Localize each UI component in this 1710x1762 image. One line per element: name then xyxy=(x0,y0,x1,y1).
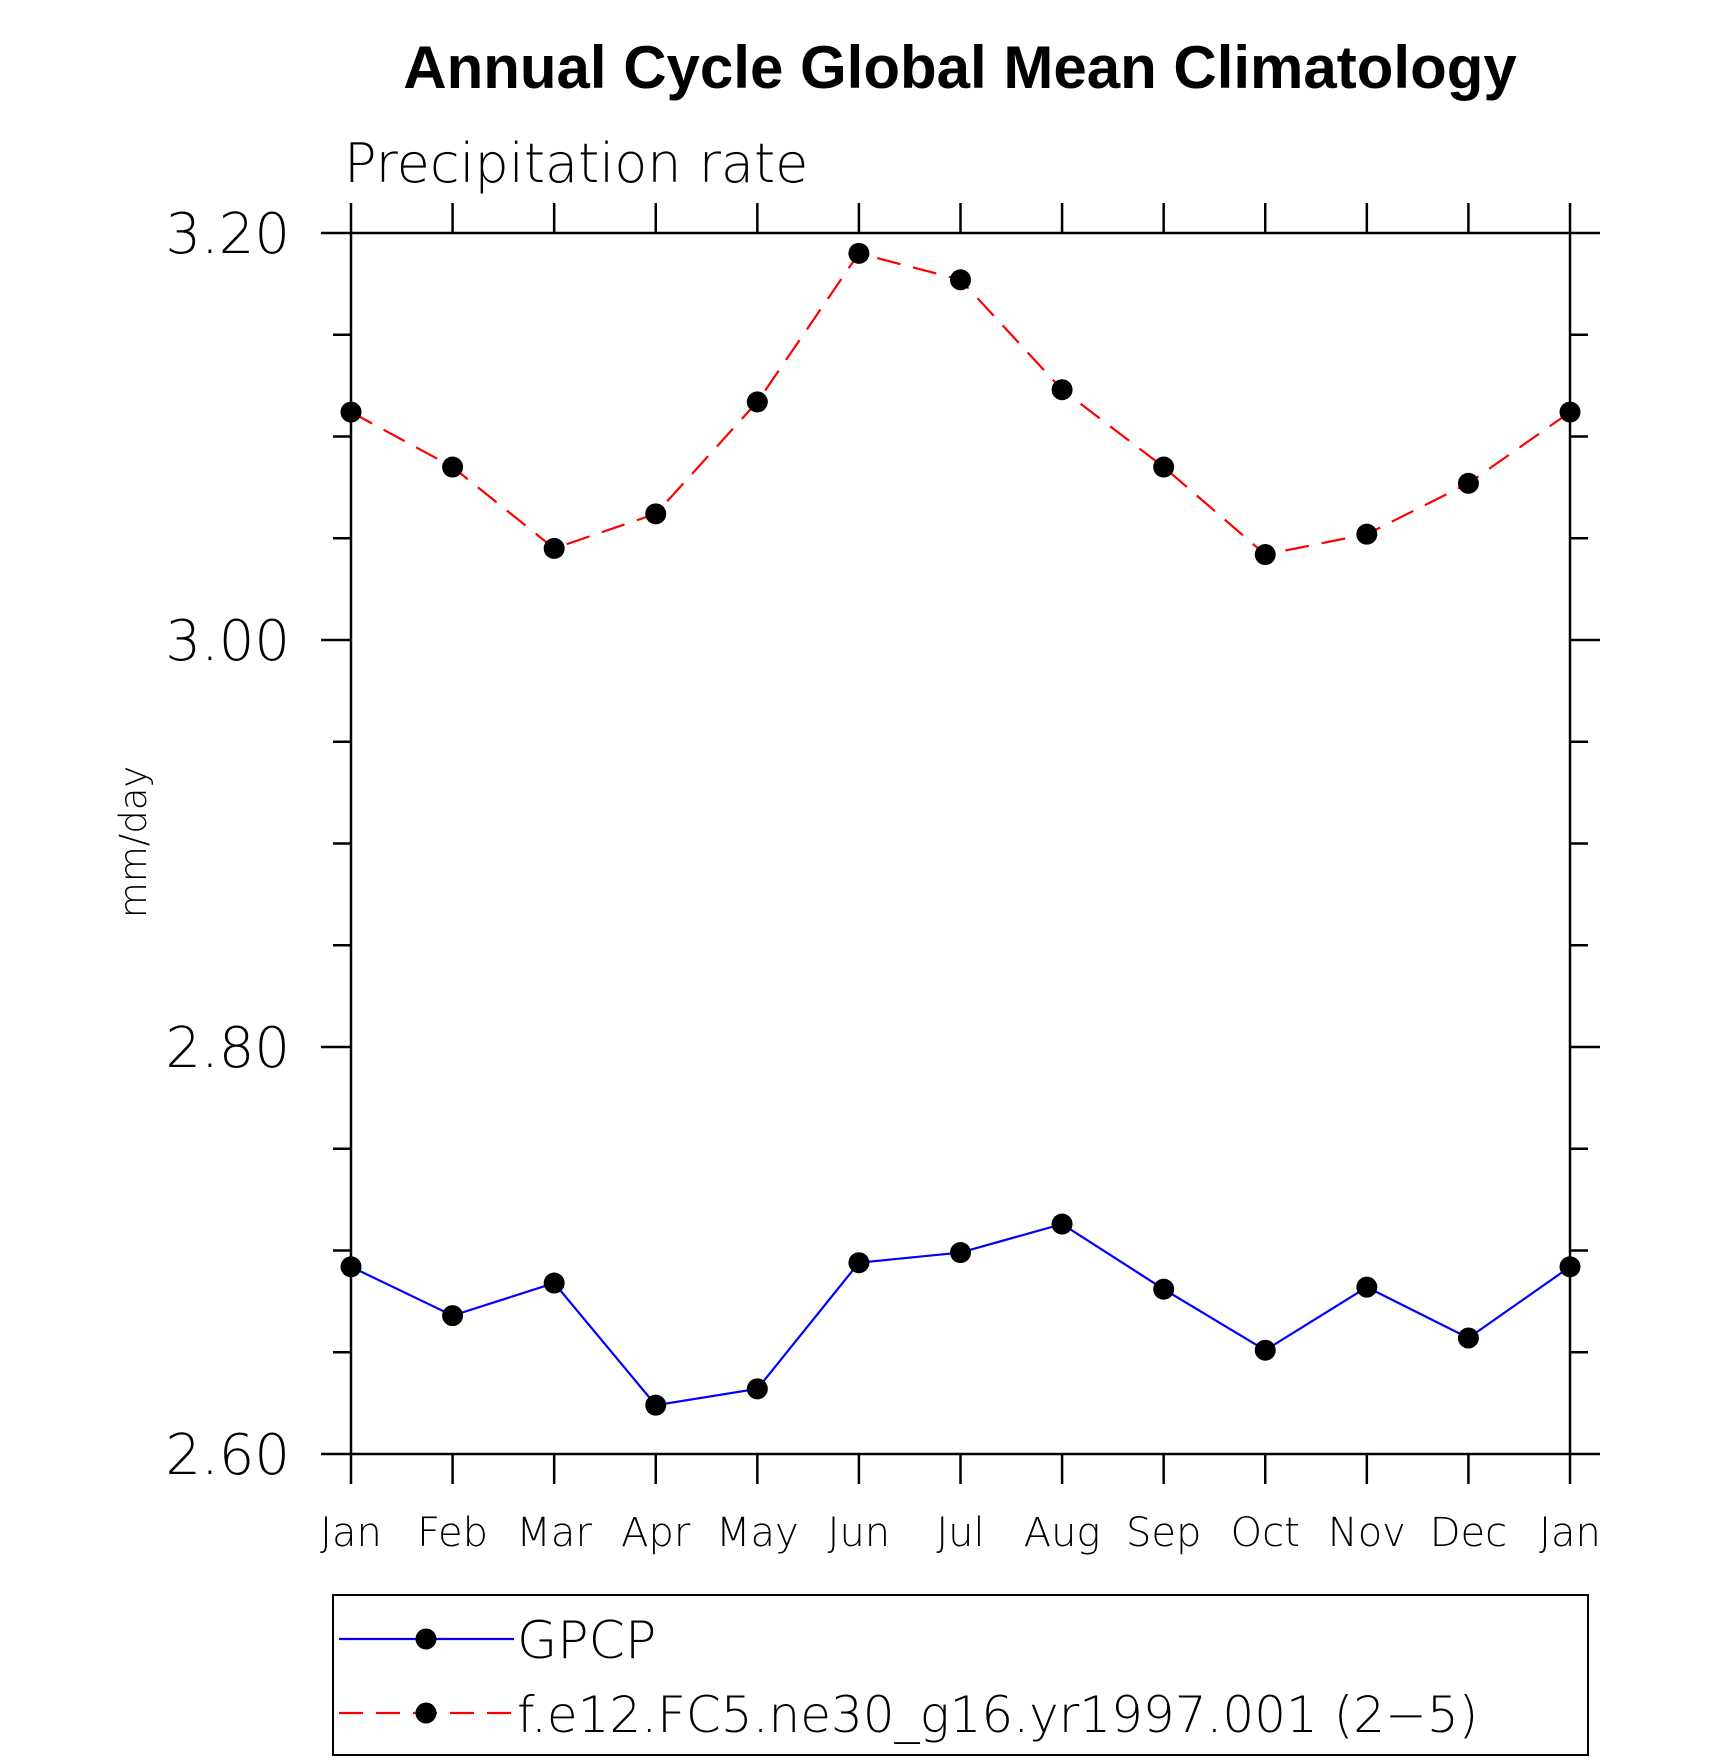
x-tick-label: Nov xyxy=(1328,1510,1406,1556)
data-point-series-1 xyxy=(1457,472,1479,494)
data-point-series-0 xyxy=(1457,1327,1479,1349)
series-line-1 xyxy=(350,252,1571,556)
data-point-series-1 xyxy=(1559,401,1581,423)
x-tick-label: Jul xyxy=(936,1510,984,1556)
data-point-series-0 xyxy=(645,1394,667,1416)
data-point-series-0 xyxy=(543,1272,565,1294)
x-tick-label: Apr xyxy=(621,1510,691,1556)
data-point-series-1 xyxy=(543,537,565,559)
legend-marker-gpcp xyxy=(415,1628,437,1650)
x-tick-label: Oct xyxy=(1231,1510,1300,1556)
data-point-series-1 xyxy=(1356,523,1378,545)
data-point-series-0 xyxy=(1051,1213,1073,1235)
series-lines xyxy=(350,252,1571,1407)
x-tick-label: May xyxy=(716,1510,799,1556)
data-point-series-0 xyxy=(1153,1278,1175,1300)
legend-box xyxy=(332,1594,1589,1756)
data-point-series-1 xyxy=(1153,456,1175,478)
data-point-series-1 xyxy=(340,401,362,423)
data-point-series-1 xyxy=(848,242,870,264)
data-point-series-1 xyxy=(1051,379,1073,401)
x-tick-label: Jun xyxy=(828,1510,891,1556)
x-tick-label: Feb xyxy=(417,1510,488,1556)
x-tick-label: Dec xyxy=(1430,1510,1507,1556)
x-tick-label: Sep xyxy=(1126,1510,1201,1556)
data-point-series-1 xyxy=(1254,544,1276,566)
legend: GPCP f.e12.FC5.ne30_g16.yr1997.001 (2−5) xyxy=(332,1594,1589,1756)
plot-frame xyxy=(349,231,1572,1456)
chart-title: Annual Cycle Global Mean Climatology xyxy=(403,34,1517,101)
legend-label-model: f.e12.FC5.ne30_g16.yr1997.001 (2−5) xyxy=(517,1686,1478,1744)
y-tick-label: 2.80 xyxy=(165,1016,290,1081)
data-point-series-0 xyxy=(340,1256,362,1278)
axis-ticks: Jan Feb Mar Apr May Jun Jul Aug Sep Oct Nov Dec Jan 2… xyxy=(165,202,1601,1556)
data-point-series-0 xyxy=(1559,1256,1581,1278)
y-tick-label: 2.60 xyxy=(165,1423,290,1488)
legend-marker-model xyxy=(415,1702,437,1724)
data-point-series-0 xyxy=(746,1378,768,1400)
x-tick-label: Jan xyxy=(320,1510,382,1556)
data-point-series-1 xyxy=(950,269,971,291)
data-point-series-1 xyxy=(746,391,768,413)
data-point-series-0 xyxy=(1254,1339,1276,1361)
x-tick-label: Mar xyxy=(516,1510,592,1556)
y-axis-label: mm/day xyxy=(112,766,155,919)
data-point-series-1 xyxy=(442,456,464,478)
data-point-series-0 xyxy=(950,1242,971,1264)
x-tick-label: Aug xyxy=(1024,1510,1101,1556)
y-tick-label: 3.20 xyxy=(165,202,290,267)
data-point-series-0 xyxy=(1356,1276,1378,1298)
x-tick-label: Jan xyxy=(1539,1510,1601,1556)
data-point-series-0 xyxy=(442,1305,464,1327)
data-point-series-0 xyxy=(848,1252,870,1274)
legend-label-gpcp: GPCP xyxy=(517,1611,656,1671)
data-point-series-1 xyxy=(645,503,667,525)
chart-subtitle: Precipitation rate xyxy=(344,132,808,195)
series-markers xyxy=(340,242,1581,1416)
y-tick-label: 3.00 xyxy=(165,609,290,674)
